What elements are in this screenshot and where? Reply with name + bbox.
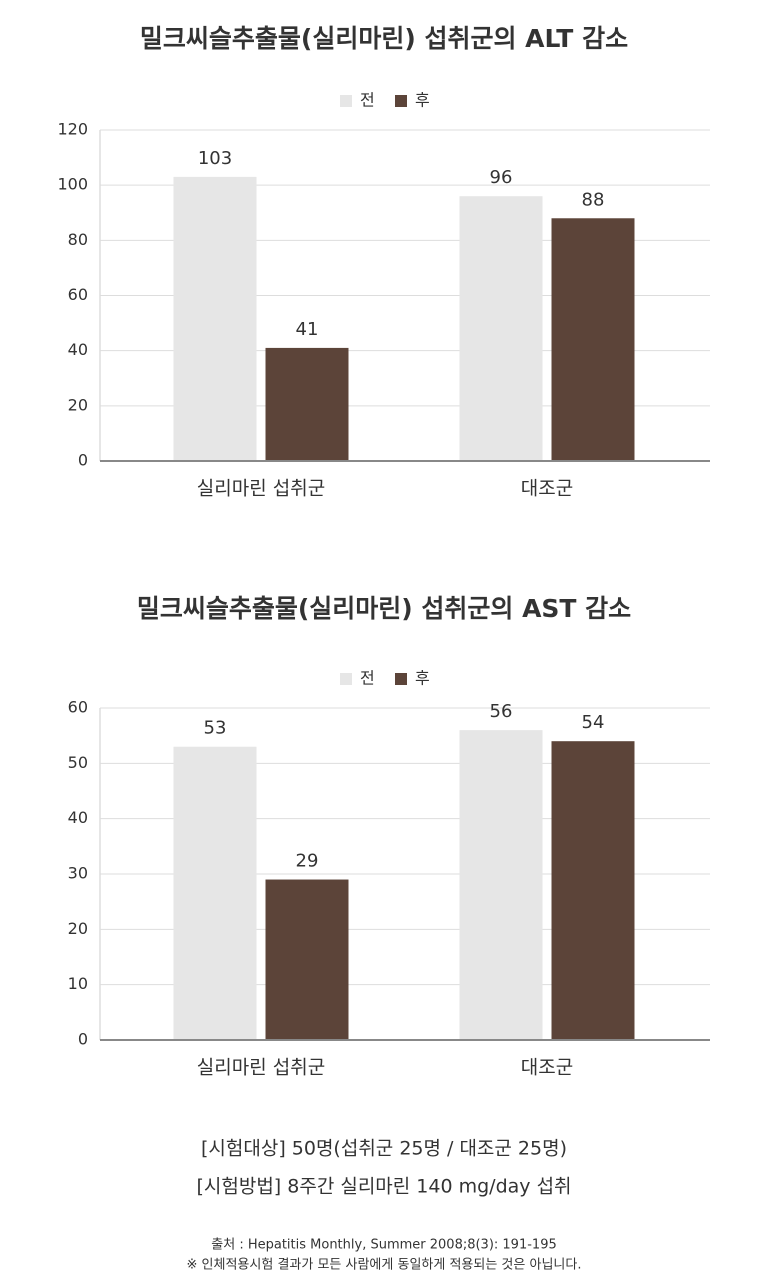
x-tick-label: 실리마린 섭취군 — [197, 1057, 325, 1079]
y-tick-label: 100 — [57, 175, 88, 194]
legend-label: 후 — [415, 91, 430, 110]
y-tick-label: 60 — [68, 285, 88, 304]
y-tick-label: 50 — [68, 753, 88, 772]
value-label: 54 — [582, 712, 605, 733]
value-label: 103 — [198, 148, 232, 169]
chart-title: 밀크씨슬추출물(실리마린) 섭취군의 AST 감소 — [137, 594, 631, 623]
y-tick-label: 60 — [68, 698, 88, 717]
y-tick-label: 120 — [57, 120, 88, 139]
value-label: 96 — [490, 167, 513, 188]
legend-label: 전 — [360, 669, 375, 688]
y-tick-label: 20 — [68, 919, 88, 938]
y-tick-label: 20 — [68, 395, 88, 414]
bar — [459, 730, 543, 1040]
value-label: 88 — [582, 189, 605, 210]
value-label: 41 — [296, 319, 319, 340]
x-tick-label: 대조군 — [521, 1057, 573, 1079]
note: [시험대상] 50명(섭취군 25명 / 대조군 25명) — [201, 1138, 567, 1160]
y-tick-label: 40 — [68, 808, 88, 827]
y-tick-label: 40 — [68, 340, 88, 359]
bar — [265, 347, 349, 461]
legend-label: 후 — [415, 669, 430, 688]
source: 출처 : Hepatitis Monthly, Summer 2008;8(3)… — [211, 1238, 556, 1253]
chart-title: 밀크씨슬추출물(실리마린) 섭취군의 ALT 감소 — [140, 24, 628, 53]
bar — [173, 176, 257, 461]
disclaimer: ※ 인체적용시험 결과가 모든 사람에게 동일하게 적용되는 것은 아닙니다. — [187, 1258, 582, 1273]
y-tick-label: 30 — [68, 864, 88, 883]
legend-label: 전 — [360, 91, 375, 110]
value-label: 53 — [204, 718, 227, 739]
legend-swatch — [395, 673, 407, 685]
bar — [459, 196, 543, 461]
x-tick-label: 대조군 — [521, 478, 573, 500]
y-tick-label: 10 — [68, 974, 88, 993]
value-label: 56 — [490, 701, 513, 722]
bar — [265, 879, 349, 1040]
bar — [173, 746, 257, 1040]
note: [시험방법] 8주간 실리마린 140 mg/day 섭취 — [196, 1176, 571, 1198]
y-tick-label: 0 — [78, 451, 88, 470]
bar — [551, 741, 635, 1040]
y-tick-label: 0 — [78, 1030, 88, 1049]
legend-swatch — [340, 673, 352, 685]
bar — [551, 218, 635, 461]
x-tick-label: 실리마린 섭취군 — [197, 478, 325, 500]
legend-swatch — [395, 95, 407, 107]
y-tick-label: 80 — [68, 230, 88, 249]
value-label: 29 — [296, 851, 319, 872]
legend-swatch — [340, 95, 352, 107]
